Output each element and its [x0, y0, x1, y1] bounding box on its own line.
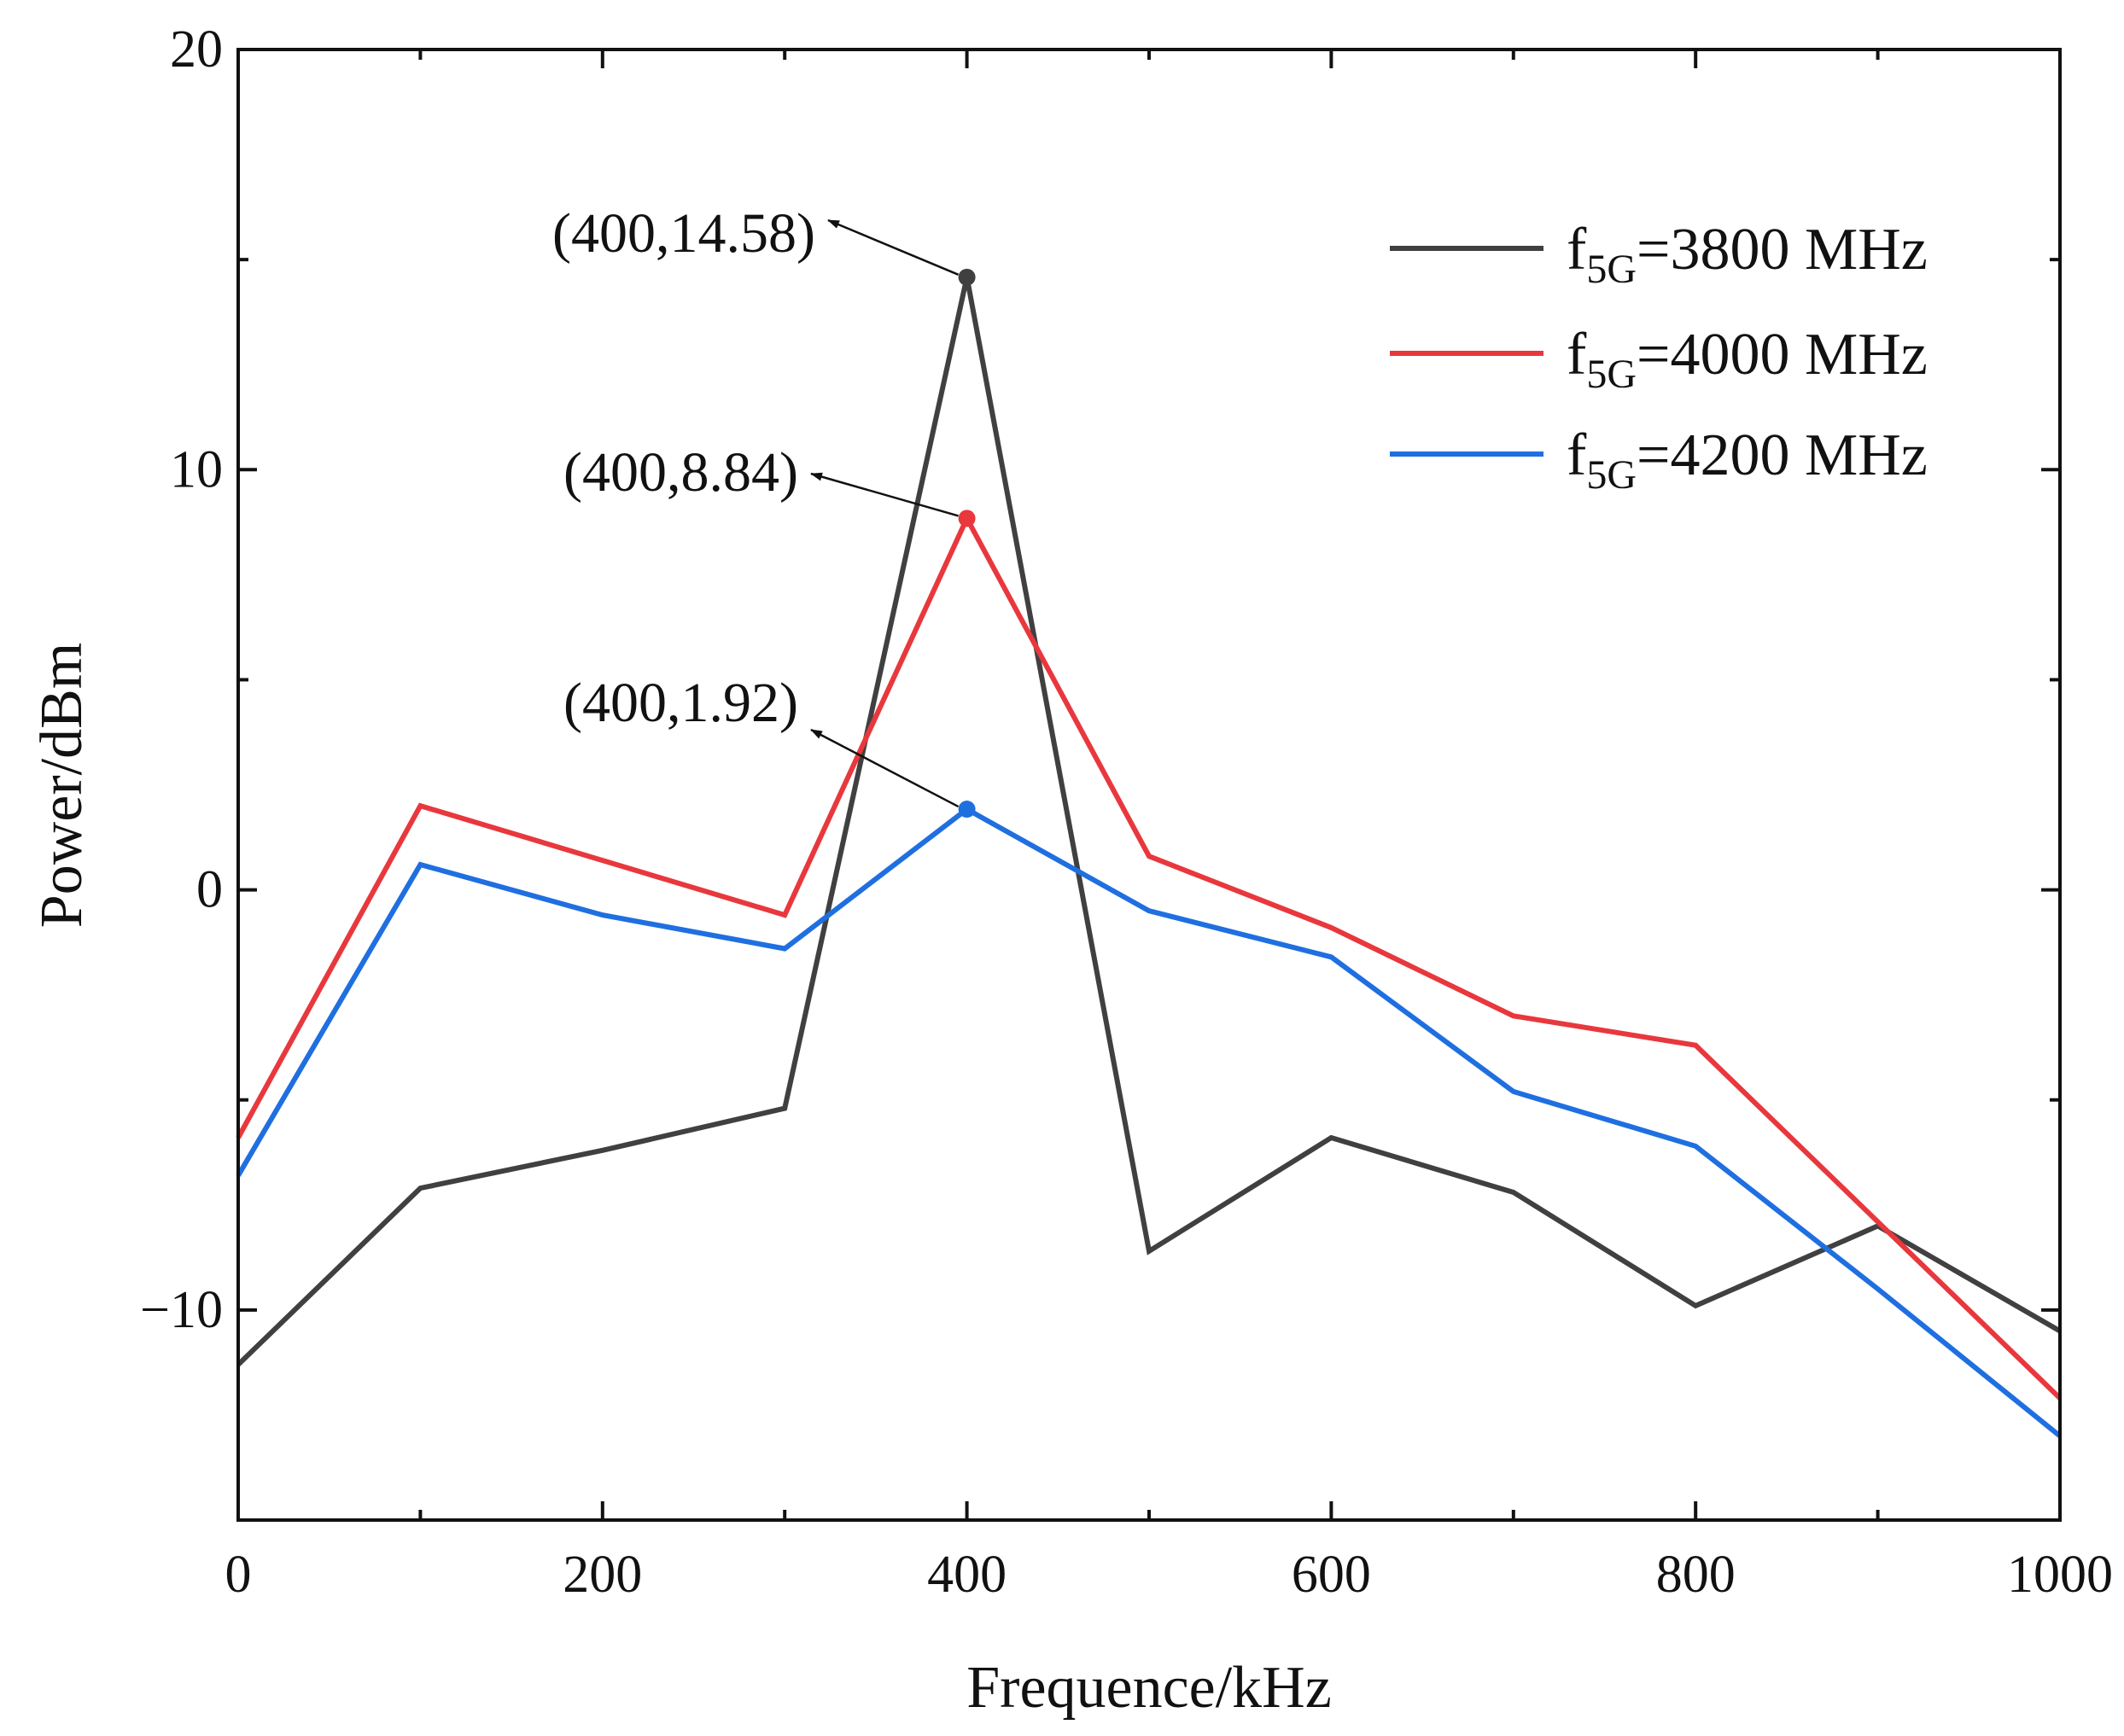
- x-tick-label: 0: [225, 1546, 252, 1604]
- y-axis-label: Power/dBm: [29, 643, 95, 928]
- y-axis-ticks: −10 0 10 20: [140, 20, 2060, 1339]
- legend-label-4000: f5G=4000 MHz: [1567, 322, 1928, 397]
- annotation-marker: [958, 510, 976, 527]
- legend: f5G=3800 MHz f5G=4000 MHz f5G=4200 MHz: [1390, 217, 1928, 498]
- annotation-arrow: [810, 472, 959, 517]
- series-line-4200: [236, 806, 2062, 1438]
- annotation-label: (400,1.92): [563, 672, 798, 734]
- x-axis-ticks: 0 200 400 600 800 1000: [225, 50, 2113, 1604]
- x-tick-label: 600: [1292, 1546, 1371, 1604]
- x-tick-label: 400: [927, 1546, 1007, 1604]
- legend-item-4000: f5G=4000 MHz: [1390, 322, 1928, 397]
- legend-item-4200: f5G=4200 MHz: [1390, 422, 1928, 498]
- series-line-4000: [236, 512, 2063, 1401]
- annotation-arrow: [810, 728, 960, 808]
- annotation-marker: [958, 268, 976, 286]
- annotation-layer: (400,14.58) (400,8.84) (400,1.92): [552, 202, 976, 818]
- annotation-marker: [958, 801, 976, 818]
- x-axis-label: Frequence/kHz: [966, 1655, 1332, 1721]
- x-tick-label: 800: [1656, 1546, 1736, 1604]
- plot-frame: [236, 48, 2062, 1522]
- series-layer: [236, 277, 2063, 1438]
- legend-label-3800: f5G=3800 MHz: [1567, 217, 1928, 292]
- legend-item-3800: f5G=3800 MHz: [1390, 217, 1928, 292]
- y-tick-label: 20: [170, 20, 223, 79]
- legend-label-4200: f5G=4200 MHz: [1567, 422, 1928, 498]
- y-tick-label: 10: [170, 440, 223, 498]
- annotation-arrow: [827, 218, 960, 276]
- series-line-3800: [236, 277, 2062, 1367]
- x-tick-label: 1000: [2007, 1546, 2113, 1604]
- annotation-label: (400,14.58): [552, 202, 815, 265]
- x-tick-label: 200: [563, 1546, 642, 1604]
- annotation-label: (400,8.84): [563, 441, 798, 504]
- y-tick-label: 0: [196, 861, 223, 919]
- y-tick-label: −10: [140, 1281, 223, 1339]
